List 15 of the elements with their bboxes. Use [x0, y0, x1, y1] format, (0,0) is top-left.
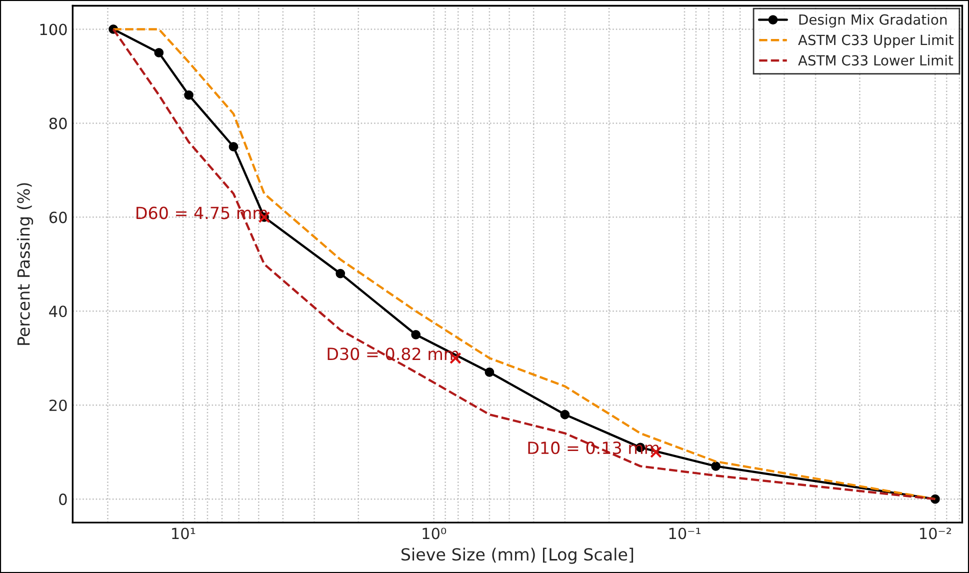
x-tick-label: 10⁻¹	[669, 528, 700, 540]
x-tick-label: 10⁰	[422, 528, 446, 540]
y-tick-label: 40	[49, 306, 67, 318]
legend-label: ASTM C33 Lower Limit	[798, 54, 954, 66]
x-tick-label: 10¹	[172, 528, 196, 540]
y-tick-label: 100	[40, 24, 67, 36]
y-tick-label: 20	[49, 400, 67, 412]
y-axis-title: Percent Passing (%)	[16, 183, 34, 345]
x-tick-label: 10⁻²	[920, 528, 952, 540]
legend-label: Design Mix Gradation	[799, 14, 947, 28]
y-tick-label: 60	[49, 212, 67, 224]
legend-label: ASTM C33 Upper Limit	[798, 34, 954, 48]
y-tick-label: 80	[49, 118, 67, 130]
x-axis-title: Sieve Size (mm) [Log Scale]	[402, 548, 634, 564]
y-tick-label: 0	[59, 494, 67, 506]
